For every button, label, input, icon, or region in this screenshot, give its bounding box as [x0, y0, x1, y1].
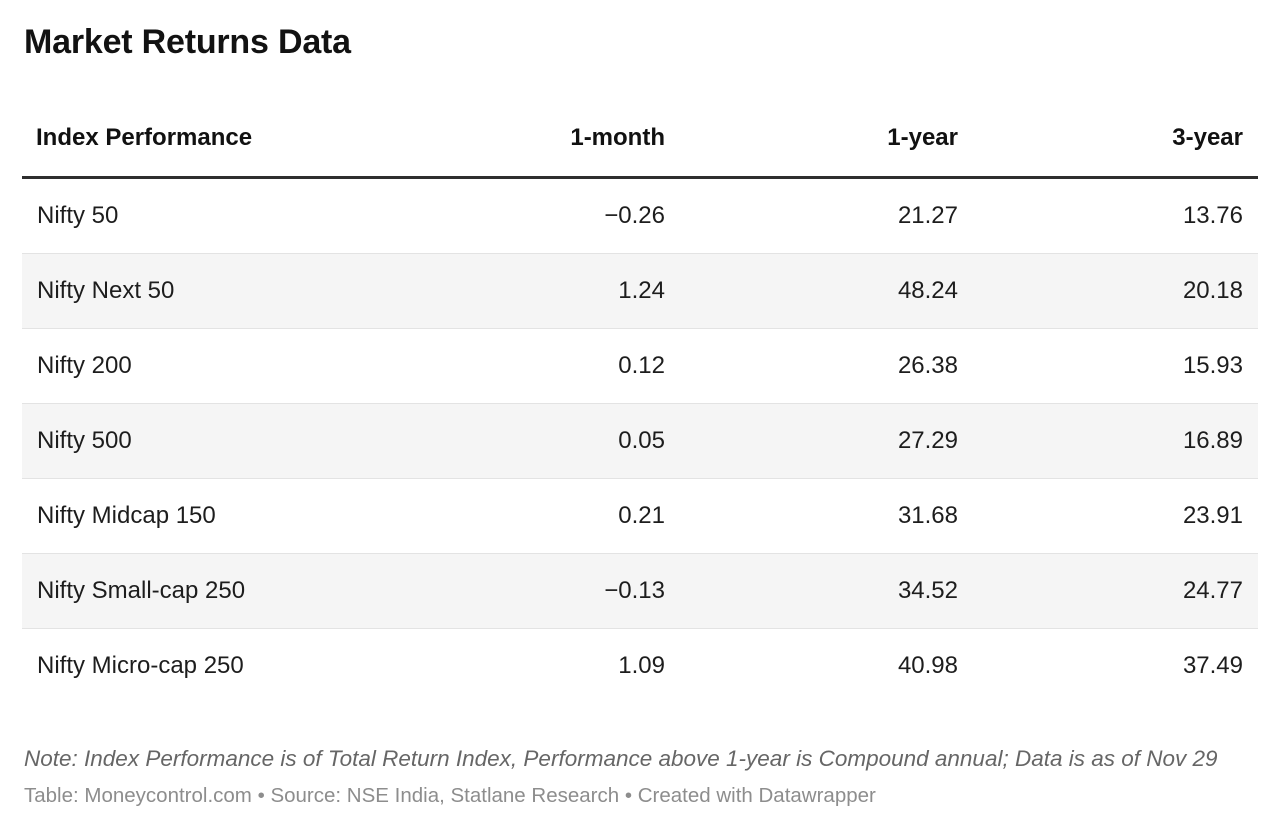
- three-year-cell: 24.77: [973, 553, 1258, 629]
- index-name-cell: Nifty Small-cap 250: [22, 553, 380, 629]
- one-month-cell: 1.09: [618, 652, 665, 679]
- one-year-cell: 31.68: [680, 478, 973, 554]
- one-year-cell: 26.38: [680, 328, 973, 404]
- three-year-cell: 23.91: [973, 478, 1258, 554]
- one-year-cell: 27.29: [680, 403, 973, 479]
- footer-attribution: Table: Moneycontrol.com • Source: NSE In…: [24, 784, 876, 807]
- column-header-1-month: 1-month: [380, 112, 680, 179]
- three-year-cell: 37.49: [1182, 652, 1243, 679]
- index-name-cell: Nifty 50: [22, 177, 380, 254]
- one-month-cell: −0.26: [380, 177, 680, 254]
- one-month-cell: 0.21: [380, 478, 680, 554]
- page-title: Market Returns Data: [24, 23, 351, 61]
- footer-note: Note: Index Performance is of Total Retu…: [24, 746, 1218, 771]
- table-row: Nifty Small-cap 250 −0.13 34.52 24.77: [22, 553, 1258, 629]
- one-year-cell: 34.52: [680, 553, 973, 629]
- market-returns-table: Index Performance 1-month 1-year 3-year …: [22, 112, 1258, 703]
- column-header-3-year: 3-year: [973, 112, 1258, 179]
- column-header-1-year: 1-year: [680, 112, 973, 179]
- three-year-cell: 16.89: [973, 403, 1258, 479]
- three-year-cell: 15.93: [973, 328, 1258, 404]
- one-month-cell: 1.24: [380, 253, 680, 329]
- index-name-cell: Nifty 200: [22, 328, 380, 404]
- index-name-cell: Nifty 500: [22, 403, 380, 479]
- three-year-cell: 13.76: [973, 177, 1258, 254]
- one-month-cell: 0.05: [380, 403, 680, 479]
- table-row: Nifty 50 −0.26 21.27 13.76: [22, 177, 1258, 254]
- one-year-cell: 21.27: [680, 177, 973, 254]
- one-month-cell: −0.13: [380, 553, 680, 629]
- index-name-cell: Nifty Midcap 150: [22, 478, 380, 554]
- table-header-row: Index Performance 1-month 1-year 3-year: [22, 112, 1258, 179]
- table-row: Nifty Micro-cap 250 1.09 40.98 37.49: [22, 629, 1258, 704]
- index-name-cell: Nifty Next 50: [22, 253, 380, 329]
- index-name-cell: Nifty Micro-cap 250: [37, 652, 244, 679]
- table-row: Nifty 500 0.05 27.29 16.89: [22, 403, 1258, 479]
- one-year-cell: 48.24: [680, 253, 973, 329]
- one-year-cell: 40.98: [897, 652, 958, 679]
- table-row: Nifty Next 50 1.24 48.24 20.18: [22, 253, 1258, 329]
- one-month-cell: 0.12: [380, 328, 680, 404]
- three-year-cell: 20.18: [973, 253, 1258, 329]
- column-header-index-performance: Index Performance: [22, 112, 380, 179]
- table-row: Nifty 200 0.12 26.38 15.93: [22, 328, 1258, 404]
- table-row: Nifty Midcap 150 0.21 31.68 23.91: [22, 478, 1258, 554]
